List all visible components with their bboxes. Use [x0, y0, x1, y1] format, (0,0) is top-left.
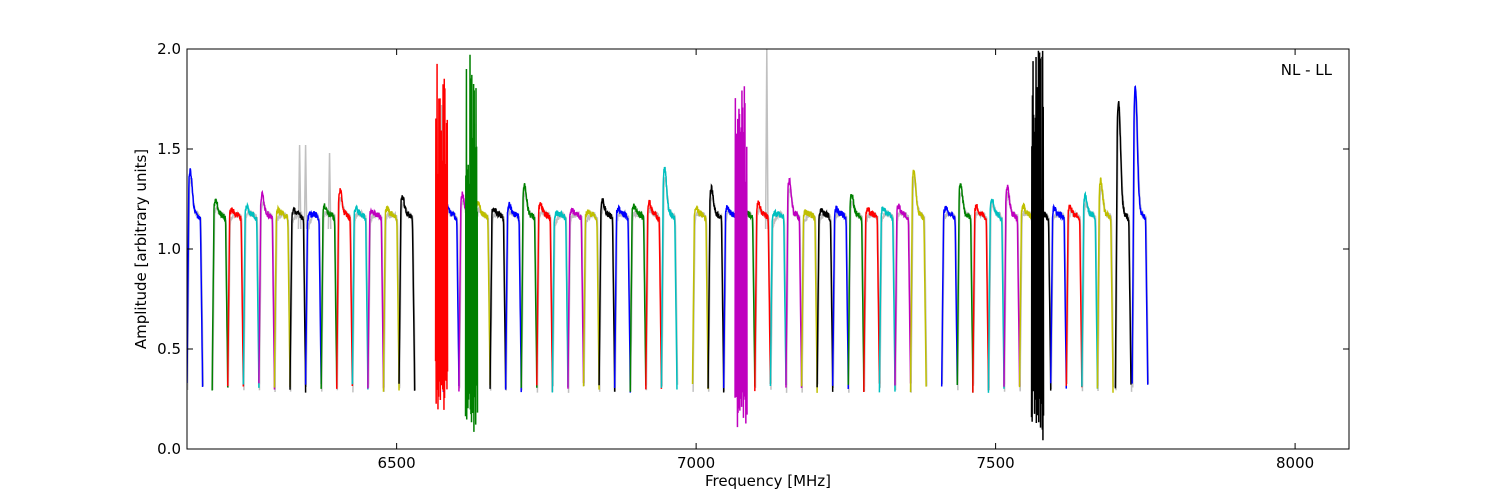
subband-trace-36	[800, 209, 818, 393]
subband-trace-39	[847, 193, 865, 392]
rfi-burst-0	[434, 63, 449, 410]
rfi-burst-1	[464, 54, 479, 432]
x-axis-label: Frequency [MHz]	[705, 472, 831, 490]
y-axis-label: Amplitude [arbitrary units]	[132, 149, 150, 349]
subband-trace-56	[1131, 85, 1149, 385]
subband-trace-38	[831, 205, 850, 389]
subband-trace-51	[1049, 203, 1068, 389]
subband-trace-33	[754, 200, 772, 392]
subband-trace-17	[489, 207, 507, 389]
background-spike-1	[303, 144, 308, 230]
subband-trace-20	[536, 202, 554, 392]
background-trace-20	[536, 208, 554, 393]
subband-trace-55	[1114, 101, 1132, 389]
y-tick-label-0: 0.0	[157, 440, 181, 458]
subband-trace-13	[398, 195, 416, 391]
subband-trace-7	[304, 209, 322, 385]
subband-trace-23	[582, 208, 600, 390]
subband-trace-40	[863, 207, 881, 392]
subband-trace-26	[629, 202, 647, 392]
subband-trace-42	[894, 203, 912, 386]
subband-series-layer	[187, 85, 1149, 393]
background-spike-4	[764, 49, 769, 230]
x-tick-label-2: 7500	[977, 454, 1015, 472]
subband-trace-10	[351, 204, 369, 390]
x-axis-ticks: 6500 7000 7500 8000	[378, 49, 1314, 472]
rfi-burst-2	[734, 86, 748, 428]
subband-trace-27	[645, 199, 663, 390]
subband-trace-46	[972, 203, 990, 393]
subband-trace-30	[707, 183, 725, 393]
subband-trace-0	[187, 168, 204, 387]
subband-trace-48	[1003, 184, 1021, 387]
subband-trace-1	[211, 198, 229, 391]
annotation-nl-ll: NL - LL	[1281, 61, 1333, 79]
subband-trace-9	[335, 188, 354, 389]
background-spike-0	[297, 144, 302, 230]
rfi-burst-3	[1030, 50, 1045, 441]
subband-trace-11	[367, 207, 385, 389]
subband-trace-21	[551, 209, 569, 393]
subband-trace-8	[320, 203, 338, 389]
subband-trace-34	[769, 208, 787, 386]
subband-trace-4	[258, 189, 276, 390]
subband-trace-24	[598, 198, 616, 392]
subband-trace-19	[520, 183, 538, 388]
y-axis-ticks: 0.0 0.5 1.0 1.5 2.0	[157, 40, 1349, 458]
background-spike-2	[327, 152, 332, 230]
y-tick-label-3: 1.5	[157, 140, 181, 158]
subband-trace-52	[1065, 204, 1083, 388]
subband-trace-5	[273, 204, 291, 388]
subband-trace-35	[785, 177, 803, 388]
subband-trace-12	[382, 205, 400, 392]
subband-trace-6	[289, 206, 307, 393]
subband-trace-25	[613, 204, 631, 393]
y-tick-label-1: 0.5	[157, 340, 181, 358]
rfi-burst-layer	[434, 50, 1045, 441]
y-tick-label-2: 1.0	[157, 240, 181, 258]
subband-trace-54	[1096, 177, 1114, 393]
subband-trace-29	[691, 205, 709, 390]
subband-trace-2	[226, 207, 245, 387]
subband-trace-22	[567, 207, 585, 389]
subband-trace-47	[987, 198, 1005, 393]
subband-trace-45	[956, 183, 974, 393]
x-tick-label-0: 6500	[378, 454, 416, 472]
background-trace-56	[1132, 96, 1150, 388]
y-tick-label-4: 2.0	[157, 40, 181, 58]
subband-trace-44	[940, 205, 959, 387]
subband-trace-37	[816, 208, 834, 392]
subband-trace-28	[660, 166, 678, 390]
subband-trace-53	[1081, 191, 1099, 389]
subband-trace-3	[242, 201, 260, 388]
subband-trace-43	[909, 169, 927, 393]
x-tick-label-3: 8000	[1276, 454, 1314, 472]
x-tick-label-1: 7000	[677, 454, 715, 472]
subband-trace-41	[878, 206, 896, 393]
subband-trace-18	[504, 201, 522, 393]
